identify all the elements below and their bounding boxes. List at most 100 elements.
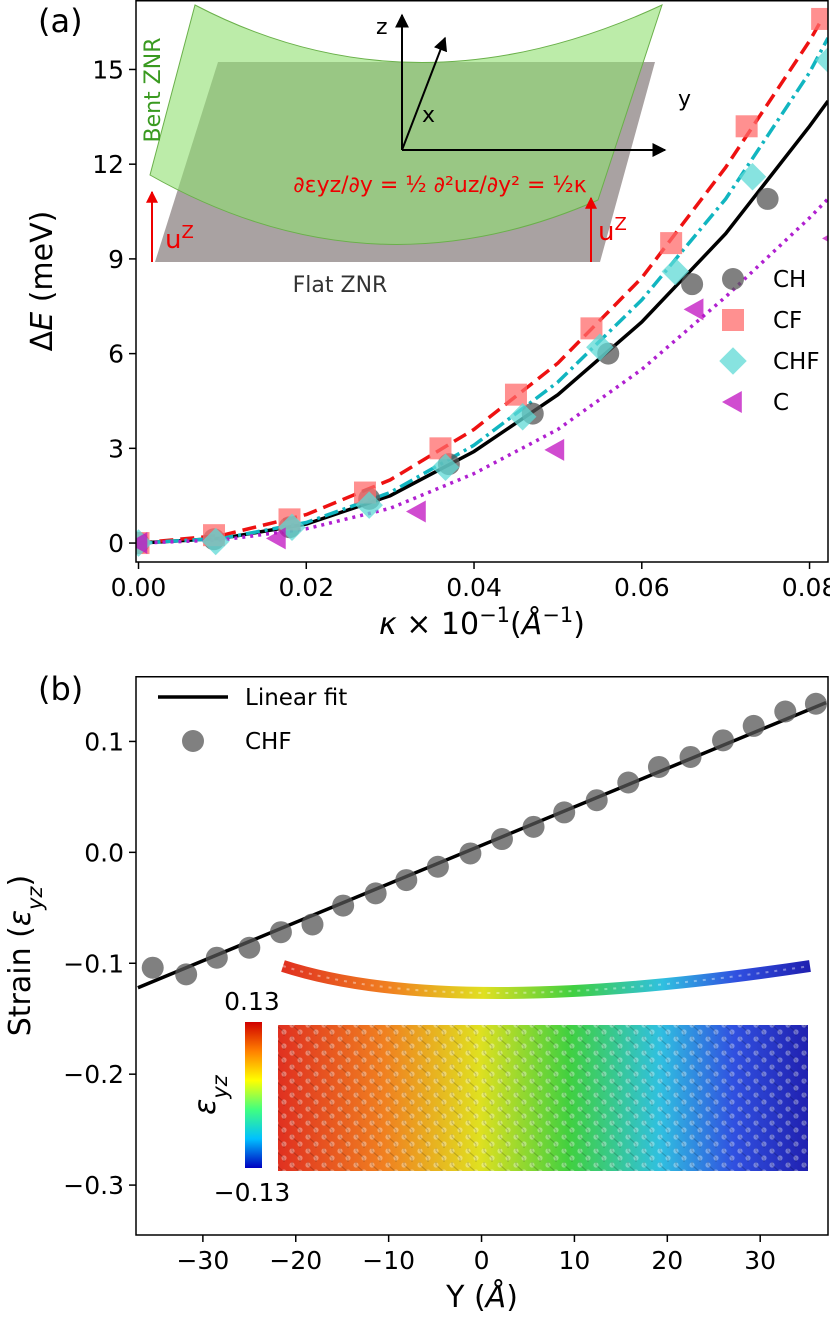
- legend-label: CHF: [245, 729, 292, 755]
- marker: [585, 789, 608, 812]
- y-tick-label: −0.2: [63, 1060, 124, 1089]
- label-part: (meV): [25, 211, 60, 312]
- bent-ribbon: [281, 960, 811, 999]
- marker: [735, 115, 758, 138]
- u: u: [165, 225, 181, 255]
- marker: [738, 163, 767, 191]
- colorbar-tick-label: −0.13: [214, 1178, 291, 1207]
- panel-label: (a): [38, 2, 83, 40]
- plot-area: [136, 7, 828, 557]
- x-tick-label: 0.08: [782, 573, 830, 602]
- flat-label: Flat ZNR: [293, 273, 388, 298]
- marker: [429, 437, 452, 460]
- marker: [426, 855, 449, 878]
- legend-label: Linear fit: [245, 685, 347, 711]
- axes-frame: [135, 0, 829, 563]
- marker: [756, 187, 779, 210]
- marker: [490, 828, 513, 851]
- marker: [722, 391, 742, 413]
- x-tick-label: 0.02: [278, 573, 334, 602]
- marker: [265, 527, 286, 550]
- marker: [136, 532, 148, 555]
- label-part: Strain (: [3, 926, 38, 1036]
- marker: [722, 268, 744, 290]
- marker: [683, 298, 704, 321]
- marker: [175, 963, 198, 986]
- colorbar-label: εyz: [188, 1074, 232, 1115]
- displacement-label: uZ: [598, 214, 627, 248]
- marker: [661, 257, 690, 286]
- label-part: ): [573, 607, 585, 642]
- colorbar-tick-label: 0.13: [224, 987, 280, 1016]
- equation: ∂εyz/∂y = ½ ∂²uz/∂y² = ½κ: [293, 173, 586, 198]
- marker: [553, 801, 576, 824]
- legend-label: CF: [773, 308, 802, 334]
- u: u: [598, 217, 614, 247]
- marker: [742, 714, 765, 737]
- marker: [141, 956, 164, 979]
- marker: [815, 47, 828, 73]
- fit-line: [138, 197, 828, 545]
- axis-arrow: [401, 36, 448, 151]
- y-tick-label: 0: [108, 529, 124, 558]
- axes-frame: [135, 676, 829, 1236]
- label-part: Å: [484, 1279, 507, 1315]
- inset-diagram: Bent ZNR Flat ZNR z x y uZ uZ ∂εyz/∂y = …: [141, 4, 691, 298]
- marker: [405, 500, 426, 523]
- label-part: κ: [379, 607, 397, 642]
- marker: [459, 842, 482, 865]
- plot-area: [137, 692, 827, 990]
- x-tick-label: 20: [651, 1246, 683, 1275]
- y-axis-label: Strain (εyz): [3, 875, 47, 1037]
- label-part: yz: [208, 1074, 232, 1099]
- label-part: ε: [188, 1099, 223, 1115]
- bent-label: Bent ZNR: [141, 37, 166, 142]
- flat-ribbon-atoms: [278, 1025, 808, 1171]
- label-part: (: [510, 607, 522, 642]
- y-tick-label: 9: [108, 245, 124, 274]
- displacement-label: uZ: [165, 222, 194, 256]
- marker: [679, 745, 702, 768]
- axis-name: z: [376, 15, 388, 40]
- marker: [508, 403, 537, 431]
- label-part: E: [25, 312, 60, 331]
- x-tick-label: −20: [269, 1246, 322, 1275]
- x-tick-label: 0.04: [446, 573, 502, 602]
- marker: [201, 527, 230, 556]
- x-tick-label: 0: [474, 1246, 490, 1275]
- x-tick-label: 0.00: [111, 573, 167, 602]
- marker: [712, 729, 735, 752]
- marker: [811, 7, 828, 30]
- y-tick-label: 6: [108, 340, 124, 369]
- x-tick-label: 30: [744, 1246, 776, 1275]
- label-part: × 10: [397, 607, 479, 642]
- marker: [332, 894, 355, 917]
- x-tick-label: 0.06: [614, 573, 670, 602]
- x-axis-label: κ × 10−1(Å−1): [379, 603, 585, 642]
- y-axis-label: ΔE (meV): [25, 211, 60, 352]
- marker: [355, 491, 383, 519]
- y-tick-label: 0.0: [84, 838, 124, 867]
- marker: [774, 700, 797, 723]
- marker: [431, 453, 460, 482]
- marker: [395, 869, 418, 892]
- legend-label: CH: [773, 267, 806, 293]
- sup: Z: [614, 214, 626, 235]
- y-tick-label: 3: [108, 434, 124, 463]
- marker: [364, 882, 387, 905]
- label-part: Y (: [445, 1280, 486, 1315]
- label-part: Δ: [25, 330, 60, 351]
- marker: [617, 771, 640, 794]
- marker: [681, 273, 704, 296]
- marker: [822, 235, 828, 242]
- bent-sheet: [149, 4, 663, 245]
- marker: [205, 946, 228, 969]
- y-tick-label: −0.3: [63, 1171, 124, 1200]
- marker: [269, 921, 292, 944]
- marker: [719, 347, 747, 375]
- colorbar: [245, 1022, 262, 1168]
- marker: [804, 692, 827, 715]
- marker: [522, 815, 545, 838]
- x-tick-label: −30: [176, 1246, 229, 1275]
